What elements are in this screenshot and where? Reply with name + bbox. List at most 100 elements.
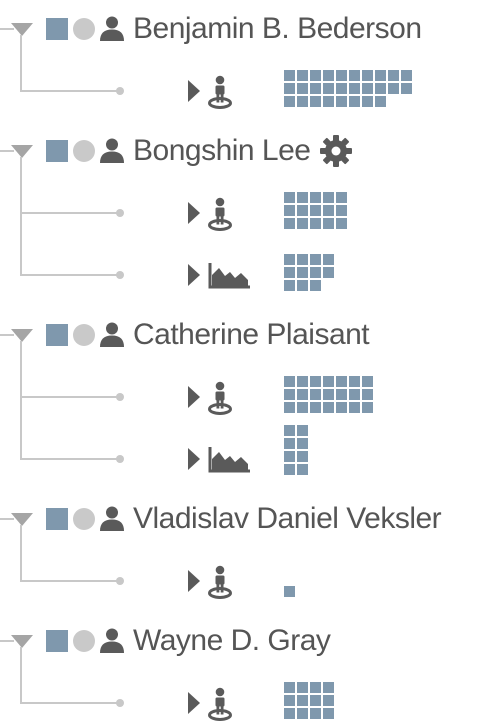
tree-connector — [21, 580, 120, 582]
count-cell — [310, 254, 321, 265]
count-cell — [336, 402, 347, 413]
count-cell — [284, 267, 295, 278]
count-cell — [336, 376, 347, 387]
author-name[interactable]: Catherine Plaisant — [133, 318, 370, 351]
expand-arrow[interactable] — [188, 692, 200, 714]
count-cell — [349, 389, 360, 400]
count-cell — [323, 402, 334, 413]
collapse-toggle[interactable] — [11, 635, 33, 648]
person-on-target-icon — [208, 381, 232, 415]
count-cell — [284, 708, 295, 719]
tree-connector — [20, 157, 22, 276]
count-cell — [297, 96, 308, 107]
count-cell — [349, 376, 360, 387]
count-cell — [284, 192, 295, 203]
count-cell — [284, 83, 295, 94]
user-icon — [100, 138, 124, 163]
count-cell — [310, 708, 321, 719]
count-cell — [310, 389, 321, 400]
user-icon — [100, 16, 124, 41]
tree-connector — [20, 35, 22, 92]
tree-connector — [0, 334, 14, 336]
count-cell — [401, 70, 412, 81]
count-cell — [284, 376, 295, 387]
status-circle-icon — [73, 508, 95, 530]
count-cell — [284, 389, 295, 400]
author-name[interactable]: Bongshin Lee — [133, 134, 311, 167]
tree-connector — [21, 274, 120, 276]
count-cell — [310, 267, 321, 278]
count-cell — [284, 586, 295, 597]
user-icon — [100, 506, 124, 531]
count-cell — [310, 682, 321, 693]
count-cell — [297, 205, 308, 216]
count-cell — [362, 389, 373, 400]
person-on-target-icon — [208, 75, 232, 109]
author-name[interactable]: Vladislav Daniel Veksler — [133, 502, 442, 535]
count-cell — [323, 708, 334, 719]
collapse-toggle[interactable] — [11, 513, 33, 526]
tree-connector — [0, 150, 14, 152]
expand-arrow[interactable] — [188, 448, 200, 470]
count-cell — [310, 205, 321, 216]
count-cell — [310, 83, 321, 94]
count-cell — [336, 218, 347, 229]
count-cell — [297, 464, 308, 475]
count-cell — [349, 96, 360, 107]
expand-arrow[interactable] — [188, 80, 200, 102]
count-cell — [297, 451, 308, 462]
count-cell — [297, 695, 308, 706]
tree-connector — [20, 525, 22, 582]
count-cell — [349, 83, 360, 94]
count-cell — [297, 70, 308, 81]
person-on-target-icon — [208, 687, 232, 721]
tree-connector — [20, 341, 22, 460]
expand-arrow[interactable] — [188, 386, 200, 408]
count-cell — [284, 402, 295, 413]
gear-icon — [319, 135, 352, 167]
count-cell — [310, 192, 321, 203]
user-icon — [100, 322, 124, 347]
tree-connector — [21, 396, 120, 398]
collapse-toggle[interactable] — [11, 145, 33, 158]
color-square-icon — [46, 508, 68, 530]
collapse-toggle[interactable] — [11, 329, 33, 342]
collapse-toggle[interactable] — [11, 23, 33, 36]
person-on-target-icon — [208, 565, 232, 599]
count-cell — [362, 376, 373, 387]
expand-arrow[interactable] — [188, 570, 200, 592]
count-cell — [336, 389, 347, 400]
count-cell — [336, 205, 347, 216]
count-cell — [284, 695, 295, 706]
status-circle-icon — [73, 18, 95, 40]
color-square-icon — [46, 18, 68, 40]
count-cell — [297, 83, 308, 94]
count-cell — [297, 425, 308, 436]
count-cell — [297, 218, 308, 229]
count-cell — [323, 83, 334, 94]
author-name[interactable]: Wayne D. Gray — [133, 624, 331, 657]
count-cell — [362, 70, 373, 81]
count-cell — [362, 96, 373, 107]
person-on-target-icon — [208, 197, 232, 231]
count-cell — [336, 83, 347, 94]
count-cell — [297, 682, 308, 693]
count-cell — [323, 70, 334, 81]
color-square-icon — [46, 140, 68, 162]
count-cell — [401, 83, 412, 94]
expand-arrow[interactable] — [188, 202, 200, 224]
user-icon — [100, 628, 124, 653]
tree-node-dot — [116, 393, 124, 401]
count-cell — [349, 70, 360, 81]
count-cell — [284, 96, 295, 107]
count-cell — [284, 280, 295, 291]
author-name[interactable]: Benjamin B. Bederson — [133, 12, 422, 45]
expand-arrow[interactable] — [188, 264, 200, 286]
count-cell — [284, 425, 295, 436]
count-cell — [284, 464, 295, 475]
count-cell — [297, 267, 308, 278]
count-cell — [375, 96, 386, 107]
tree-connector — [21, 212, 120, 214]
count-cell — [284, 451, 295, 462]
